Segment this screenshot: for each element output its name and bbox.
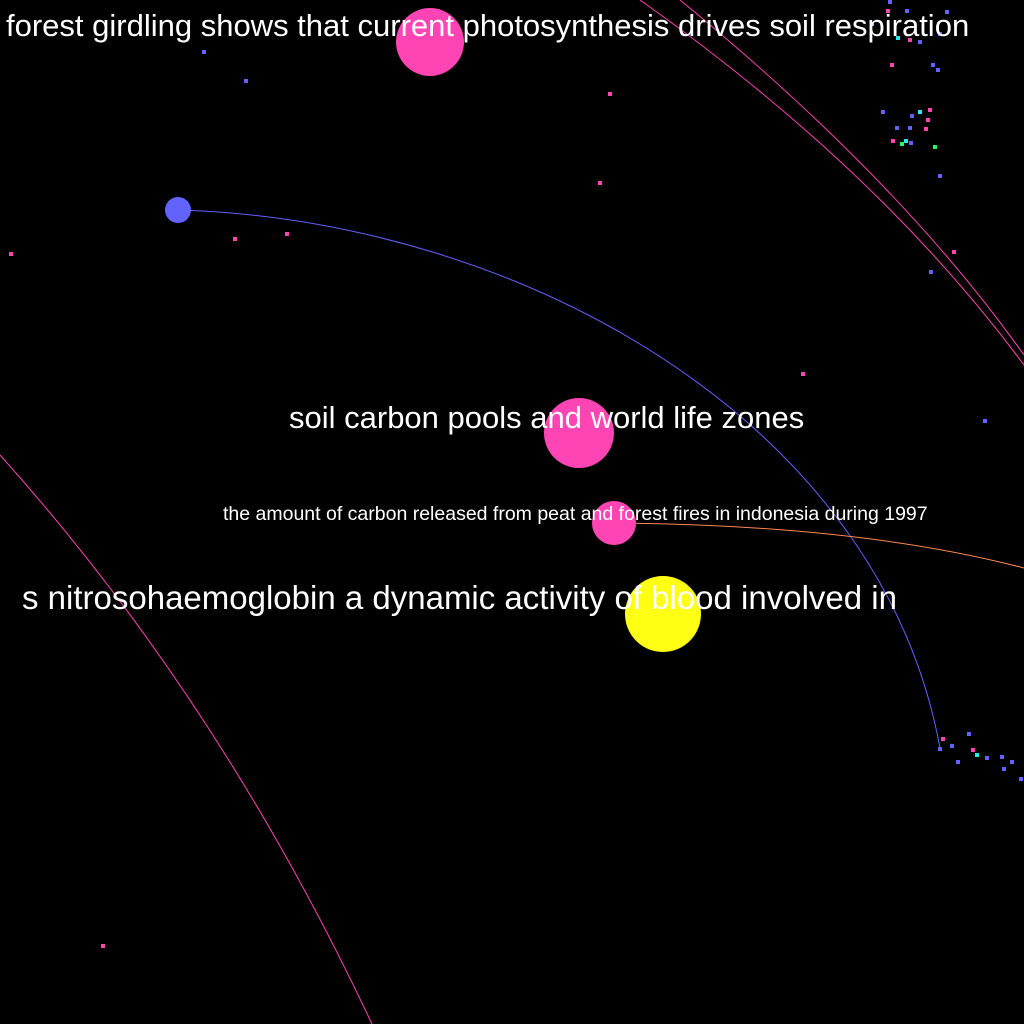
small-node[interactable] <box>202 50 206 54</box>
small-node[interactable] <box>933 145 937 149</box>
edge-top-right-curve-b <box>679 0 1024 356</box>
small-node[interactable] <box>1019 777 1023 781</box>
node-layer <box>165 8 701 652</box>
small-node[interactable] <box>244 79 248 83</box>
small-node[interactable] <box>608 92 612 96</box>
small-node[interactable] <box>870 22 874 26</box>
node-nitrosohaemoglobin[interactable] <box>625 576 701 652</box>
label-forest-girdling: forest girdling shows that current photo… <box>6 8 969 43</box>
small-node[interactable] <box>971 748 975 752</box>
small-node[interactable] <box>886 9 890 13</box>
node-carbon-released[interactable] <box>592 501 636 545</box>
small-node[interactable] <box>909 141 913 145</box>
small-node[interactable] <box>945 10 949 14</box>
small-node[interactable] <box>801 372 805 376</box>
small-node[interactable] <box>985 756 989 760</box>
small-node[interactable] <box>233 237 237 241</box>
small-node[interactable] <box>918 110 922 114</box>
small-node[interactable] <box>888 0 892 4</box>
edge-blue-arc <box>177 209 941 749</box>
small-node[interactable] <box>931 63 935 67</box>
small-node-layer <box>9 0 1023 948</box>
small-node[interactable] <box>896 36 900 40</box>
small-node[interactable] <box>1002 767 1006 771</box>
small-node[interactable] <box>285 232 289 236</box>
small-node[interactable] <box>936 68 940 72</box>
small-node[interactable] <box>956 760 960 764</box>
small-node[interactable] <box>983 419 987 423</box>
label-soil-carbon-pools: soil carbon pools and world life zones <box>289 400 804 435</box>
small-node[interactable] <box>101 944 105 948</box>
small-node[interactable] <box>929 270 933 274</box>
edge-left-curve <box>0 454 373 1024</box>
small-node[interactable] <box>938 747 942 751</box>
small-node[interactable] <box>938 32 942 36</box>
small-node[interactable] <box>895 126 899 130</box>
small-node[interactable] <box>928 108 932 112</box>
small-node[interactable] <box>881 110 885 114</box>
small-node[interactable] <box>908 38 912 42</box>
small-node[interactable] <box>952 250 956 254</box>
small-node[interactable] <box>926 118 930 122</box>
edge-orange-line <box>613 522 1024 569</box>
small-node[interactable] <box>891 139 895 143</box>
small-node[interactable] <box>1010 760 1014 764</box>
small-node[interactable] <box>924 127 928 131</box>
small-node[interactable] <box>598 181 602 185</box>
node-forest-girdling[interactable] <box>396 8 464 76</box>
small-node[interactable] <box>950 744 954 748</box>
small-node[interactable] <box>905 9 909 13</box>
small-node[interactable] <box>1000 755 1004 759</box>
label-nitrosohaemoglobin: s nitrosohaemoglobin a dynamic activity … <box>22 579 897 616</box>
small-node[interactable] <box>904 139 908 143</box>
small-node[interactable] <box>890 63 894 67</box>
small-node[interactable] <box>975 753 979 757</box>
label-carbon-released: the amount of carbon released from peat … <box>223 503 928 525</box>
small-node[interactable] <box>910 114 914 118</box>
node-blue-source[interactable] <box>165 197 191 223</box>
small-node[interactable] <box>9 252 13 256</box>
small-node[interactable] <box>967 732 971 736</box>
small-node[interactable] <box>938 174 942 178</box>
label-layer: forest girdling shows that current photo… <box>6 8 969 616</box>
node-soil-carbon-pools[interactable] <box>544 398 614 468</box>
small-node[interactable] <box>908 126 912 130</box>
small-node[interactable] <box>918 40 922 44</box>
small-node[interactable] <box>900 142 904 146</box>
small-node[interactable] <box>941 737 945 741</box>
edge-top-right-curve-a <box>639 0 1024 366</box>
